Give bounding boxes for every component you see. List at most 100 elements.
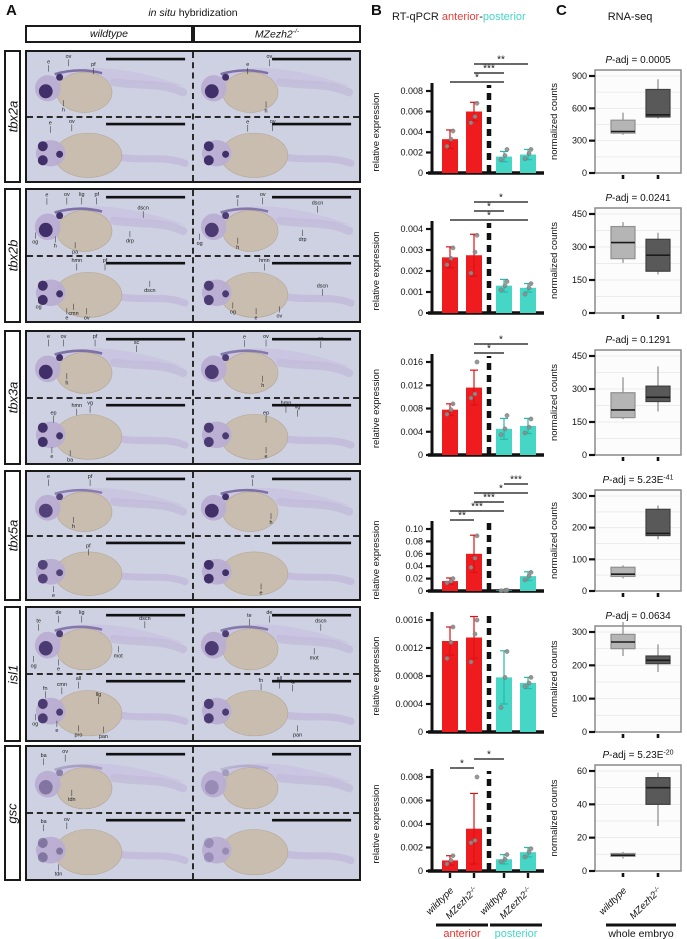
embryo-illustration: e ov pf sc h	[34, 334, 188, 394]
c-x-axis-area: wildtype MZezh2-/- whole embryo	[548, 881, 687, 939]
svg-text:normalized counts: normalized counts	[549, 222, 560, 299]
svg-text:0.002: 0.002	[400, 843, 423, 853]
svg-text:*: *	[487, 750, 491, 761]
annotation-label: ov	[66, 54, 72, 60]
svg-text:*: *	[499, 193, 503, 204]
dashed-divider-vertical	[192, 190, 194, 321]
embryo-quadrant: pf e	[27, 536, 193, 600]
box-plot-gsc: P-adj = 5.23E-20 0 20 40 60 normalized counts	[548, 745, 687, 881]
svg-text:normalized counts: normalized counts	[549, 779, 560, 856]
svg-text:300: 300	[572, 627, 587, 637]
box	[610, 392, 636, 419]
annotation-label: fn	[259, 678, 264, 684]
dashed-divider-vertical	[192, 608, 194, 740]
annotation-label: ov	[64, 817, 70, 823]
bar-chart-tbx3a: 0 0.004 0.008 0.012 0.016 relative expression…	[368, 330, 555, 465]
svg-text:60: 60	[577, 766, 587, 776]
annotation-label: h	[265, 109, 268, 115]
embryo-illustration: e ov h	[200, 54, 354, 115]
embryo-illustration: e ov	[201, 119, 355, 178]
annotation-label: dscn	[139, 616, 150, 622]
svg-text:relative expression: relative expression	[371, 369, 382, 448]
bar	[466, 111, 482, 173]
annotation-label: og	[197, 241, 203, 247]
annotation-label: e	[47, 474, 50, 480]
annotation-label: e	[52, 592, 55, 598]
annotation-label: dscn	[312, 200, 323, 206]
svg-text:200: 200	[572, 660, 587, 670]
bar-chart-svg: 0 0.002 0.004 0.006 0.008 relative expression…	[371, 750, 544, 878]
annotation-label: pf	[94, 192, 99, 198]
gene-row-label-tbx2b: tbx2b	[4, 188, 21, 323]
svg-text:0: 0	[418, 308, 423, 318]
padj-title: P-adj = 5.23E-41	[602, 475, 673, 487]
svg-text:0.008: 0.008	[400, 404, 423, 414]
svg-text:0.006: 0.006	[400, 107, 423, 117]
embryo-illustration: fn all tg pan	[201, 676, 355, 739]
svg-text:100: 100	[572, 694, 587, 704]
annotation-label: ba	[41, 819, 48, 825]
svg-text:normalized counts: normalized counts	[549, 502, 560, 579]
svg-text:0: 0	[418, 866, 423, 876]
annotation-label: pf	[103, 258, 108, 264]
svg-text:0.0008: 0.0008	[395, 671, 423, 681]
svg-text:*: *	[475, 73, 479, 84]
annotation-label: drp	[126, 238, 134, 244]
box-plot-tbx3a: P-adj = 0.1291 0 150 300 450 normalized count…	[548, 330, 687, 465]
svg-text:0.006: 0.006	[400, 796, 423, 806]
annotation-label: pf	[86, 543, 91, 549]
svg-text:900: 900	[572, 71, 587, 81]
svg-text:**: **	[497, 55, 505, 66]
svg-text:0.004: 0.004	[400, 819, 423, 829]
svg-text:0: 0	[582, 308, 587, 318]
annotation-label: e	[57, 667, 60, 673]
box-plot-svg: P-adj = 0.0634 0 100 200 300 normalized count…	[549, 611, 682, 738]
bar-chart-gsc: 0 0.002 0.004 0.006 0.008 relative expression…	[368, 745, 555, 881]
embryo-illustration: pf e	[35, 541, 189, 598]
annotation-label: mot	[114, 653, 123, 659]
box-plot-tbx2b: P-adj = 0.0241 0 150 300 450 normalized count…	[548, 188, 687, 323]
svg-text:relative expression: relative expression	[371, 231, 382, 310]
annotation-label: e	[246, 119, 249, 125]
annotation-label: ba	[41, 753, 48, 759]
bar-chart-tbx5a: 0 0.02 0.04 0.06 0.08 0.10 relative expression…	[368, 470, 555, 601]
annotation-label: drp	[299, 237, 307, 243]
svg-text:0.004: 0.004	[400, 427, 423, 437]
annotation-label: all	[76, 676, 81, 682]
svg-text:normalized counts: normalized counts	[549, 364, 560, 441]
bar-chart-tbx2a: 0 0.002 0.004 0.006 0.008 relative expression…	[368, 50, 555, 183]
panel-b-title: RT-qPCR anterior-posterior	[392, 11, 526, 23]
annotation-label: e	[55, 728, 58, 734]
box	[610, 566, 636, 578]
svg-text:0.08: 0.08	[405, 536, 423, 546]
b-title-span: posterior	[482, 11, 526, 23]
svg-text:0.001: 0.001	[400, 287, 423, 297]
svg-text:*: *	[499, 484, 503, 495]
bar-chart-tbx2b: 0 0.001 0.002 0.003 0.004 relative expression…	[368, 188, 555, 323]
embryo-illustration	[200, 752, 354, 810]
annotation-label: sc	[318, 336, 324, 342]
annotation-label: h	[261, 383, 264, 389]
annotation-label: e	[255, 315, 258, 321]
annotation-label: h	[72, 524, 75, 530]
padj-title: P-adj = 0.0241	[605, 193, 671, 204]
svg-text:***: ***	[483, 64, 495, 75]
svg-text:0.008: 0.008	[400, 86, 423, 96]
gene-row-label-gsc: gsc	[4, 745, 21, 881]
svg-text:0.10: 0.10	[405, 524, 423, 534]
svg-text:0.016: 0.016	[400, 357, 423, 367]
annotation-label: e	[45, 192, 48, 198]
embryo-quadrant: te de dscn mot	[193, 608, 359, 674]
svg-text:*: *	[460, 759, 464, 770]
bar	[496, 859, 512, 871]
annotation-label: de	[266, 610, 272, 616]
svg-text:anterior: anterior	[443, 928, 481, 939]
svg-text:20: 20	[577, 833, 587, 843]
embryo-quadrant: e ov lig pf og h pa dscn drp	[27, 190, 193, 256]
embryo-illustration: ba ov tdn	[35, 817, 189, 878]
svg-text:**: **	[458, 511, 466, 522]
isH-image-box-tbx2a: e ov pf h e ov h e ov e ov	[25, 50, 361, 183]
box-plot-tbx5a: P-adj = 5.23E-41 0 100 200 300 normalized cou…	[548, 470, 687, 601]
